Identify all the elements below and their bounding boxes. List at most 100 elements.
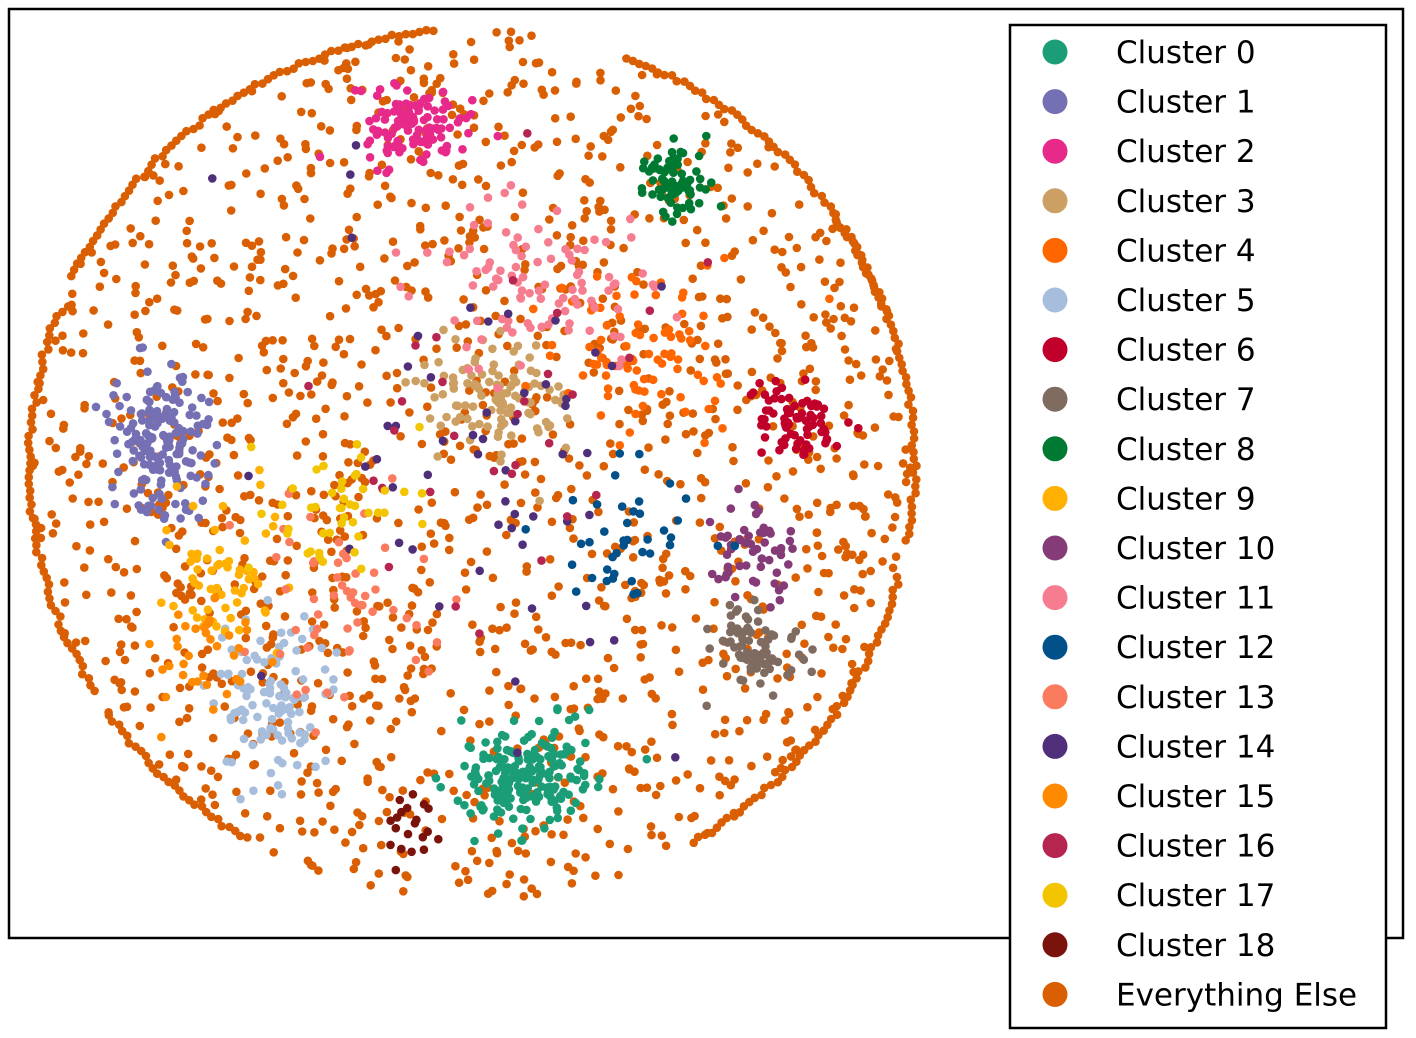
point-everything-else: [31, 520, 41, 529]
point-everything-else: [293, 184, 303, 194]
point-cluster-11: [617, 355, 626, 364]
point-cluster-11: [518, 272, 528, 282]
point-cluster-9: [210, 525, 220, 535]
point-everything-else: [145, 668, 155, 678]
point-everything-else: [387, 30, 397, 40]
point-everything-else: [262, 365, 272, 375]
point-cluster-2: [383, 148, 393, 158]
point-cluster-11: [464, 365, 474, 374]
point-everything-else: [392, 368, 402, 378]
point-everything-else: [624, 405, 633, 415]
point-cluster-0: [521, 773, 531, 783]
point-everything-else: [520, 639, 530, 649]
point-everything-else: [50, 318, 60, 328]
point-cluster-1: [137, 416, 147, 425]
point-cluster-14: [581, 601, 591, 611]
point-everything-else: [400, 55, 410, 64]
point-cluster-18: [392, 813, 402, 822]
point-everything-else: [522, 562, 532, 571]
point-everything-else: [330, 480, 339, 490]
point-everything-else: [911, 488, 920, 498]
point-cluster-11: [469, 220, 479, 230]
point-everything-else: [45, 324, 55, 333]
point-everything-else: [832, 710, 842, 719]
point-everything-else: [651, 790, 661, 800]
point-everything-else: [519, 892, 529, 901]
point-everything-else: [665, 411, 675, 421]
point-everything-else: [354, 492, 363, 502]
point-everything-else: [680, 319, 689, 329]
point-everything-else: [547, 647, 556, 657]
point-everything-else: [394, 323, 403, 333]
point-everything-else: [174, 162, 183, 171]
point-cluster-16: [520, 397, 529, 406]
point-everything-else: [891, 552, 901, 561]
point-everything-else: [90, 686, 99, 696]
point-everything-else: [421, 203, 431, 213]
point-cluster-7: [799, 655, 809, 664]
point-cluster-0: [584, 705, 594, 715]
point-cluster-13: [452, 595, 461, 604]
point-cluster-2: [423, 102, 433, 111]
point-cluster-5: [332, 648, 342, 657]
point-cluster-5: [266, 768, 276, 778]
point-cluster-16: [523, 129, 532, 138]
point-everything-else: [598, 294, 608, 304]
point-cluster-14: [351, 141, 361, 150]
point-cluster-5: [265, 679, 274, 689]
point-cluster-3: [436, 421, 446, 431]
point-everything-else: [171, 270, 180, 280]
point-everything-else: [170, 305, 179, 315]
point-everything-else: [319, 620, 329, 629]
point-cluster-3: [496, 326, 505, 336]
point-everything-else: [42, 337, 52, 347]
point-everything-else: [228, 144, 238, 153]
point-cluster-1: [135, 343, 145, 353]
point-everything-else: [603, 653, 613, 663]
point-cluster-7: [741, 612, 751, 621]
point-cluster-14: [562, 394, 571, 404]
point-cluster-0: [491, 766, 501, 776]
point-everything-else: [788, 467, 798, 476]
point-everything-else: [687, 813, 696, 823]
point-everything-else: [331, 784, 341, 794]
legend-label-cluster-10: Cluster 10: [1116, 531, 1275, 567]
point-everything-else: [191, 370, 200, 379]
point-everything-else: [315, 54, 324, 63]
point-cluster-6: [783, 408, 793, 418]
point-everything-else: [521, 849, 531, 858]
point-everything-else: [230, 580, 240, 589]
point-cluster-1: [187, 458, 196, 468]
point-cluster-1: [196, 451, 206, 460]
point-cluster-8: [656, 192, 665, 202]
point-everything-else: [80, 636, 90, 646]
point-cluster-12: [713, 541, 723, 551]
point-cluster-1: [112, 378, 121, 388]
legend-marker-cluster-5: [1042, 287, 1068, 313]
point-everything-else: [390, 276, 400, 285]
point-cluster-5: [275, 691, 284, 701]
point-everything-else: [545, 555, 555, 564]
point-cluster-14: [466, 303, 475, 313]
point-cluster-14: [561, 401, 570, 411]
point-everything-else: [401, 871, 411, 880]
point-everything-else: [310, 828, 319, 837]
point-everything-else: [374, 869, 384, 878]
point-everything-else: [233, 414, 242, 423]
point-cluster-4: [677, 293, 687, 302]
point-cluster-5: [297, 634, 307, 644]
point-cluster-16: [432, 332, 441, 342]
point-cluster-18: [418, 832, 428, 842]
point-everything-else: [277, 194, 287, 204]
point-everything-else: [614, 807, 623, 816]
point-everything-else: [450, 487, 460, 497]
point-cluster-18: [397, 844, 406, 854]
point-cluster-13: [309, 594, 319, 604]
point-everything-else: [382, 331, 391, 341]
point-everything-else: [502, 879, 511, 889]
point-cluster-1: [178, 372, 188, 382]
point-everything-else: [124, 739, 134, 748]
point-everything-else: [622, 54, 631, 63]
point-everything-else: [51, 336, 60, 346]
point-everything-else: [291, 293, 301, 303]
